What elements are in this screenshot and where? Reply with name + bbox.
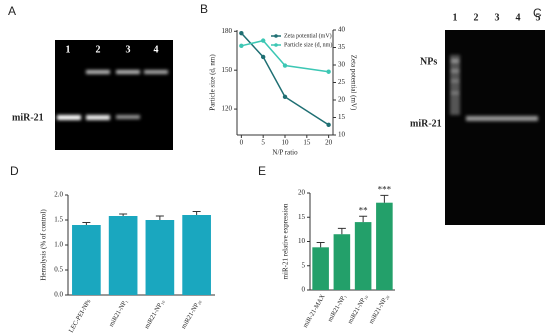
lane-label: 3 — [495, 12, 500, 23]
y-tick-label: 0.5 — [54, 266, 63, 274]
x-tick-label: miR21-NP₁ — [327, 293, 348, 323]
band-label: miR-21 — [12, 112, 44, 123]
band-label: miR-21 — [410, 118, 442, 129]
legend-label: Zeta potential (mV) — [284, 32, 332, 39]
error-bar — [316, 241, 325, 248]
y2-tick-label: 25 — [338, 78, 346, 86]
x-axis-label: N/P ratio — [272, 149, 298, 157]
legend-label: Particle size (d, nm) — [284, 41, 332, 48]
lane-label: 2 — [474, 12, 479, 23]
bar — [72, 225, 101, 295]
point — [260, 38, 266, 43]
lane-label: 1 — [66, 44, 71, 55]
lane-label: 2 — [96, 44, 101, 55]
bar — [145, 220, 175, 295]
error-bar — [380, 194, 389, 203]
x-tick-label: miR21-NP₁ — [108, 298, 129, 328]
x-tick-label: miR-21-MAX — [302, 293, 327, 329]
error-bar — [359, 215, 368, 223]
series-line — [241, 39, 329, 73]
x-tick-label: 0 — [240, 139, 244, 147]
panel-label: A — [8, 4, 16, 18]
y-tick-label: 1.5 — [54, 216, 63, 224]
x-tick-label: 15 — [303, 139, 311, 147]
error-bar — [155, 215, 164, 220]
x-tick-label: LEC-PEI-NPs — [68, 298, 93, 334]
y2-tick-label: 10 — [338, 131, 346, 139]
x-tick-label: 10 — [282, 139, 290, 147]
y-axis-label: Hemolysis (% of control) — [40, 209, 48, 281]
legend-marker — [274, 43, 278, 47]
bar — [108, 216, 138, 295]
lane-label: 3 — [126, 44, 131, 55]
y-tick-label: 2.0 — [54, 191, 63, 199]
error-bar — [119, 213, 128, 216]
bar — [376, 202, 393, 290]
error-bar — [337, 227, 346, 235]
y2-tick-label: 40 — [338, 26, 346, 34]
point — [260, 54, 266, 60]
y2-tick-label: 15 — [338, 113, 346, 121]
bar — [354, 222, 372, 290]
y-axis-label: miR-21 relative expression — [282, 203, 290, 279]
y-tick-label: 0 — [302, 286, 306, 294]
panel-label: D — [10, 164, 19, 178]
point — [326, 122, 331, 128]
y2-tick-label: 35 — [338, 43, 346, 51]
series-line — [240, 32, 330, 126]
error-bar — [82, 222, 91, 225]
y-tick-label: 150 — [222, 66, 233, 74]
bar — [333, 234, 351, 290]
y-tick-label: 20 — [298, 189, 306, 197]
panel-label: B — [200, 2, 208, 16]
gel-image — [445, 30, 545, 225]
y2-tick-label: 30 — [338, 61, 346, 69]
y-tick-label: 15 — [298, 213, 306, 221]
y-tick-label: 10 — [298, 237, 306, 245]
point — [326, 69, 331, 74]
lane-label: 4 — [154, 44, 159, 55]
x-tick-label: miR21-NP₁₀ — [143, 298, 165, 330]
x-tick-label: miR21-NP₂₀ — [368, 293, 390, 325]
significance: *** — [378, 184, 392, 194]
gel-image — [55, 40, 173, 150]
lane-label: 1 — [453, 12, 458, 23]
bar — [182, 215, 211, 295]
x-tick-label: miR21-NP₁₀ — [347, 293, 369, 325]
x-tick-label: 5 — [261, 139, 265, 147]
y-tick-label: 180 — [222, 27, 233, 35]
x-tick-label: 20 — [325, 139, 333, 147]
y-tick-label: 120 — [222, 105, 233, 113]
y-tick-label: 0.0 — [54, 291, 63, 299]
point — [282, 94, 288, 100]
point — [239, 43, 244, 49]
y-tick-label: 1.0 — [54, 241, 63, 249]
gel-bands — [57, 70, 168, 120]
y-tick-label: 5 — [302, 261, 306, 269]
y2-axis-label: Zeta potential (mV) — [349, 55, 357, 111]
point — [239, 30, 244, 36]
significance: ** — [359, 205, 369, 215]
lane-label: 4 — [516, 12, 521, 23]
row-label: NPs — [420, 56, 437, 67]
bar — [312, 247, 329, 290]
x-tick-label: miR21-NP₂₀ — [180, 298, 202, 330]
lane-label: 5 — [536, 12, 541, 23]
y2-tick-label: 20 — [338, 96, 346, 104]
panel-label: C — [533, 6, 542, 20]
legend-marker — [274, 34, 278, 38]
panel-label: E — [258, 164, 266, 178]
y-axis-label: Particle size (d, nm) — [209, 54, 217, 111]
error-bar — [192, 211, 201, 215]
point — [282, 63, 288, 68]
gel-bands — [450, 55, 538, 121]
